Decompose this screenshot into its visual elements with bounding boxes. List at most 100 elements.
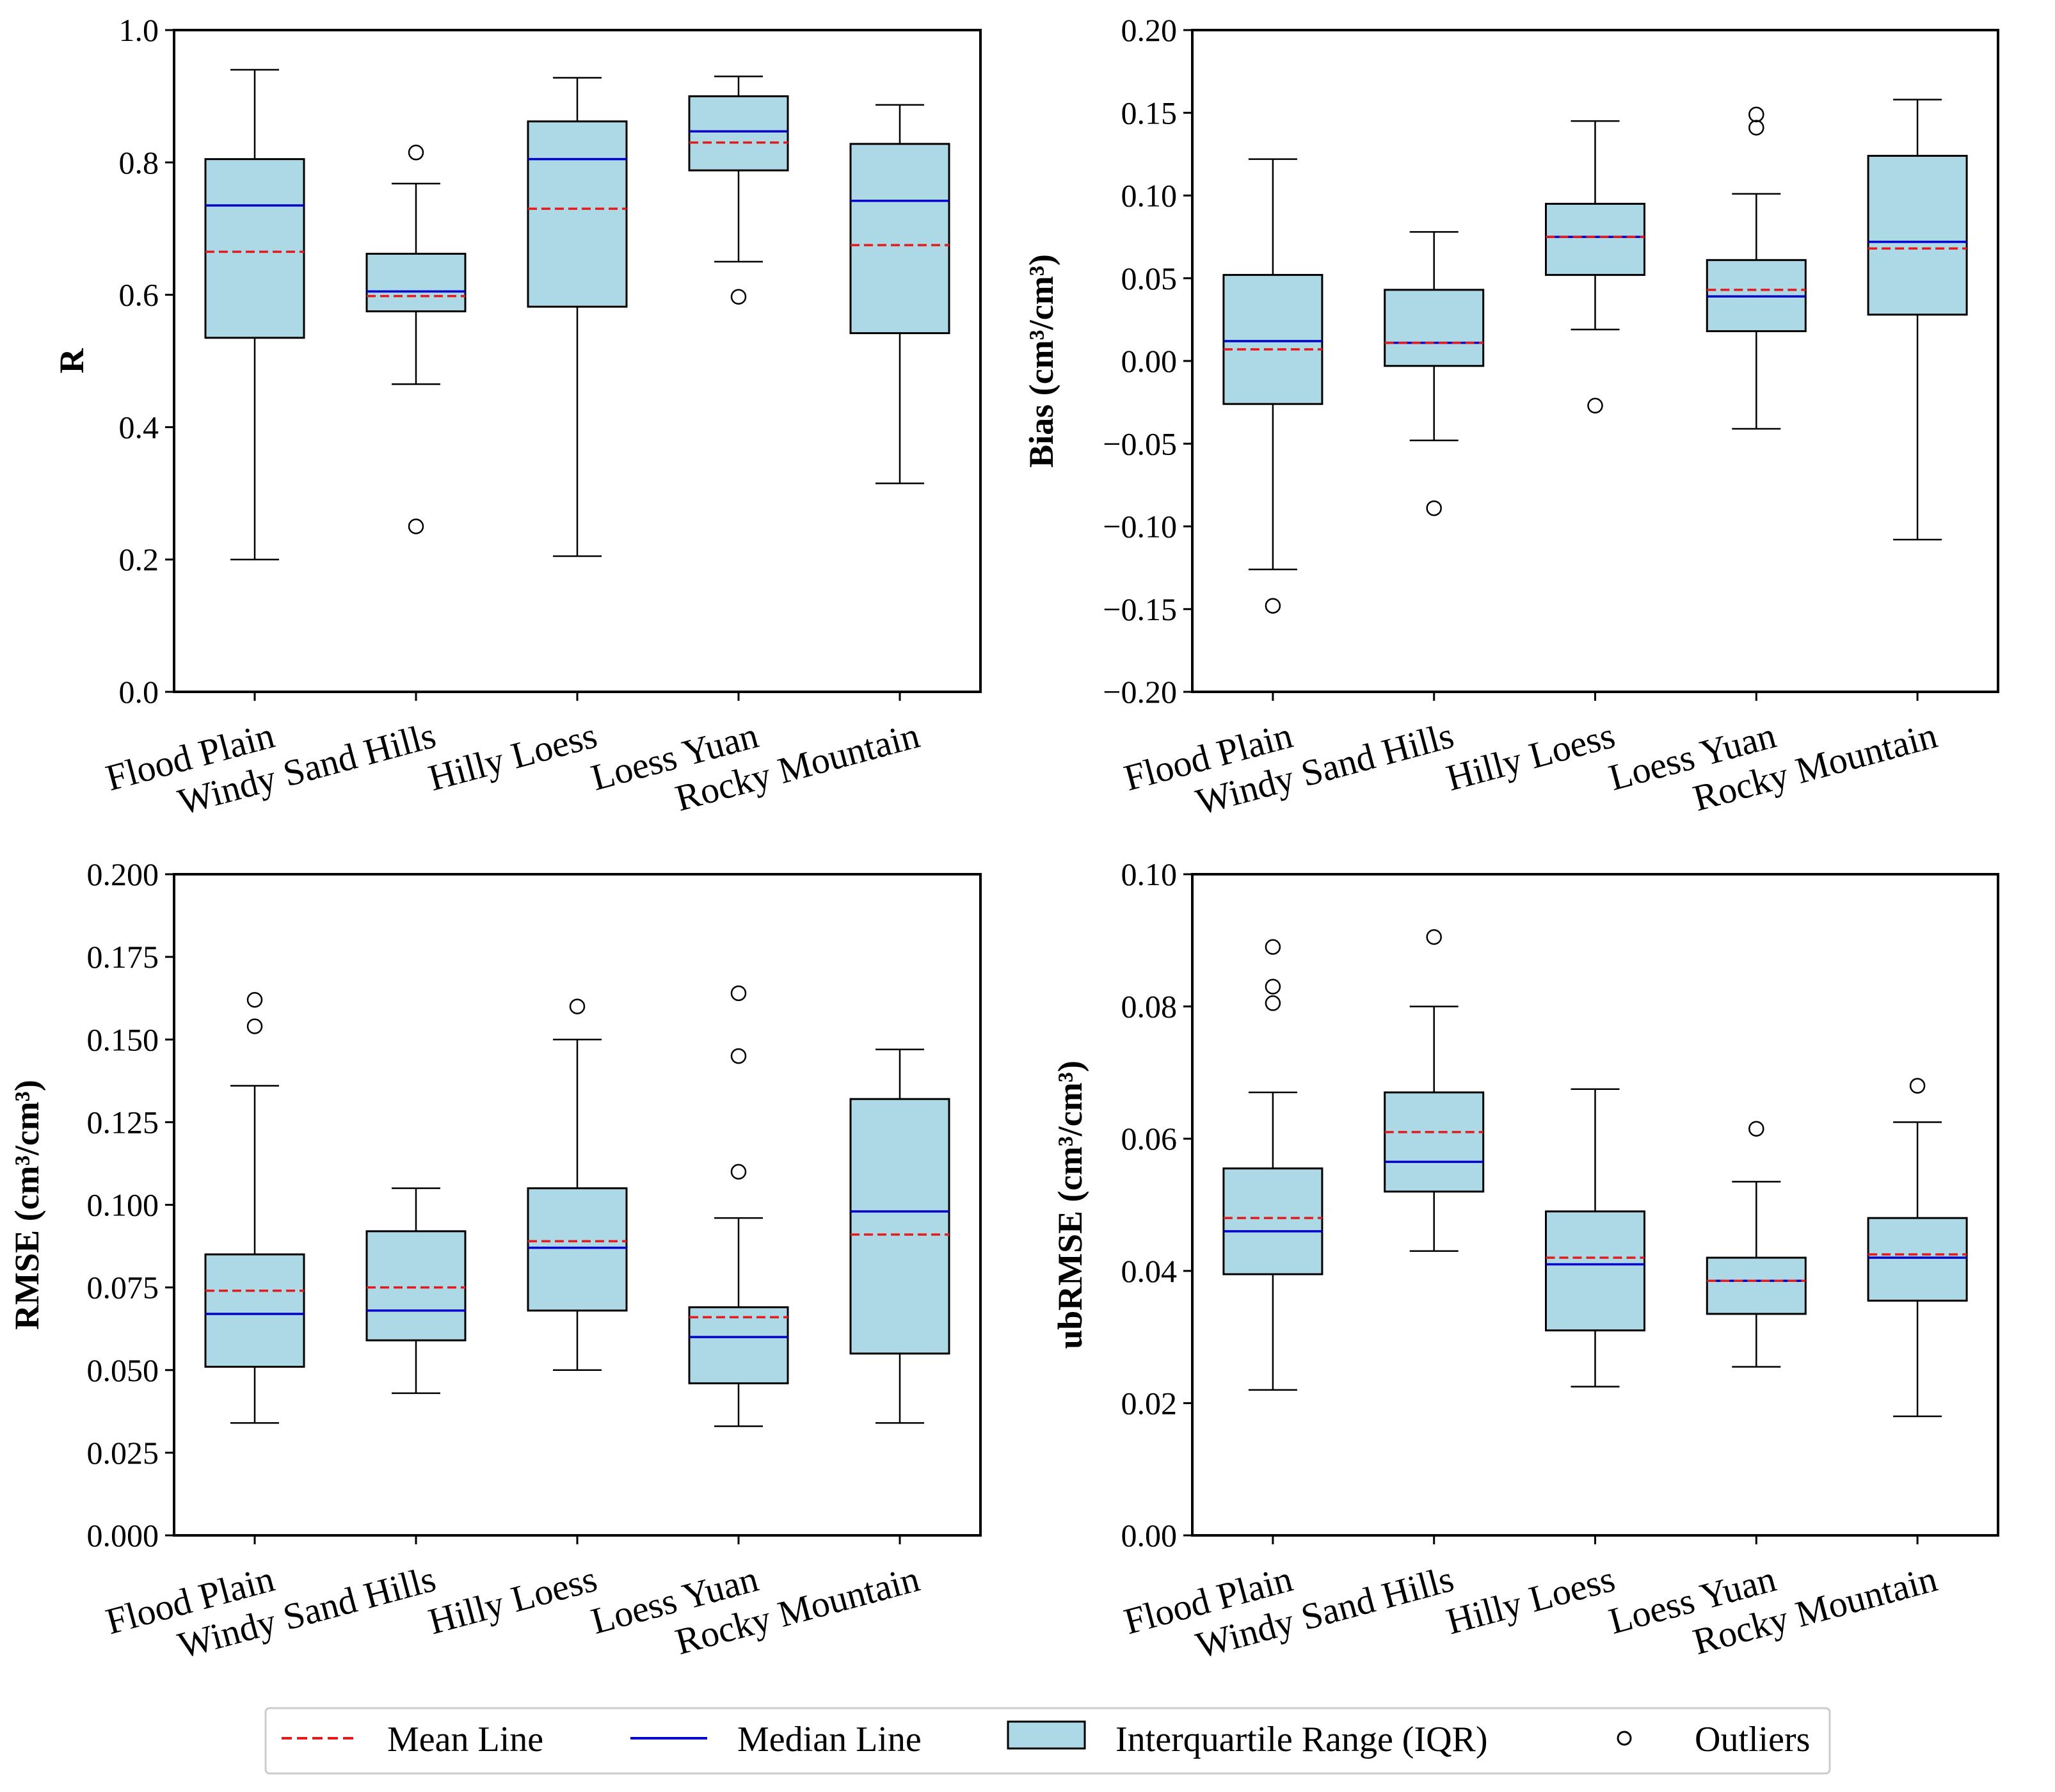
y-tick-label: 0.100	[87, 1187, 159, 1223]
box-group	[527, 998, 628, 1371]
box-group	[1384, 231, 1485, 516]
y-tick-label: 0.10	[1121, 856, 1178, 892]
y-tick-label: 0.06	[1121, 1121, 1178, 1156]
iqr-box	[204, 158, 305, 339]
y-axis-label: Bias (cm³/cm³)	[1022, 254, 1060, 468]
iqr-box	[1706, 1256, 1807, 1315]
outlier-point	[730, 985, 747, 1002]
box-group	[1867, 99, 1968, 541]
box-group	[1706, 1121, 1807, 1368]
y-tick-label: 0.075	[87, 1270, 159, 1306]
y-tick-label: −0.15	[1103, 591, 1177, 627]
y-tick-label: −0.10	[1103, 509, 1177, 545]
legend-outlier-swatch	[1617, 1731, 1632, 1746]
plot-frame	[1191, 29, 1999, 693]
iqr-box	[1867, 1217, 1968, 1302]
y-tick-label: 0.04	[1121, 1253, 1178, 1289]
iqr-box	[1867, 154, 1968, 316]
iqr-box	[688, 95, 789, 172]
iqr-box	[1222, 1167, 1323, 1276]
iqr-box	[527, 1187, 628, 1312]
box-group	[849, 104, 950, 484]
y-tick-label: 0.000	[87, 1517, 159, 1553]
y-tick-label: 0.10	[1121, 178, 1178, 214]
outlier-point	[1426, 929, 1442, 945]
y-tick-label: 1.0	[119, 12, 159, 48]
y-tick-label: −0.05	[1103, 426, 1177, 461]
iqr-box	[1545, 202, 1645, 276]
y-tick-label: 0.150	[87, 1021, 159, 1057]
outlier-point	[1748, 106, 1764, 123]
y-tick-label: 0.00	[1121, 1517, 1178, 1553]
y-tick-label: 0.2	[119, 541, 159, 577]
plot-frame	[173, 873, 982, 1537]
subplot-2: −0.20 −0.15 −0.10 −0.05 0.00 0.05 0.10 0.15 0.20…	[1022, 12, 1999, 823]
outlier-point	[1587, 397, 1603, 414]
box-group	[1545, 1088, 1645, 1388]
outlier-point	[408, 145, 424, 161]
outlier-point	[246, 1018, 263, 1034]
y-tick-label: 0.08	[1121, 989, 1178, 1025]
legend-iqr-label: Interquartile Range (IQR)	[1115, 1720, 1488, 1759]
outlier-point	[730, 1048, 747, 1064]
y-tick-label: 0.6	[119, 277, 159, 313]
iqr-box	[365, 252, 467, 312]
outlier-point	[1748, 1121, 1764, 1137]
legend-outlier-label: Outliers	[1695, 1720, 1810, 1759]
iqr-box	[688, 1306, 789, 1384]
outlier-point	[569, 998, 586, 1014]
box-group	[1867, 1078, 1968, 1418]
outlier-point	[730, 289, 747, 305]
outlier-point	[1426, 500, 1442, 516]
box-group	[1222, 939, 1323, 1391]
x-tick-label: Hilly Loess	[424, 1558, 602, 1642]
legend-median-label: Median Line	[737, 1720, 922, 1759]
y-tick-label: 0.0	[119, 674, 159, 710]
box-group	[365, 145, 467, 534]
iqr-box	[1384, 289, 1485, 367]
box-group	[1706, 106, 1807, 430]
y-axis-label: ubRMSE (cm³/cm³)	[1051, 1060, 1089, 1349]
outlier-point	[246, 992, 263, 1008]
iqr-box	[849, 1098, 950, 1355]
y-tick-label: 0.20	[1121, 12, 1178, 48]
outlier-point	[1265, 979, 1281, 995]
box-group	[204, 992, 305, 1424]
x-tick-label: Hilly Loess	[424, 714, 602, 799]
box-group	[688, 985, 789, 1427]
outlier-point	[1265, 995, 1281, 1011]
iqr-box	[1545, 1210, 1645, 1332]
plot-frame	[173, 29, 982, 693]
y-tick-label: 0.4	[119, 409, 159, 445]
box-group	[1545, 120, 1645, 414]
box-group	[204, 68, 305, 561]
legend-iqr-swatch	[1007, 1720, 1086, 1750]
legend: Mean Line Median Line Interquartile Range …	[264, 1707, 1831, 1775]
y-axis-label: RMSE (cm³/cm³)	[8, 1080, 46, 1330]
outlier-point	[408, 518, 424, 534]
box-group	[527, 77, 628, 557]
y-axis-label: R	[52, 348, 91, 374]
iqr-box	[849, 143, 950, 335]
iqr-box	[365, 1230, 467, 1341]
iqr-box	[204, 1253, 305, 1368]
y-tick-label: 0.025	[87, 1435, 159, 1471]
x-tick-label: Hilly Loess	[1442, 1558, 1619, 1642]
outlier-point	[1265, 598, 1281, 614]
outlier-point	[1265, 939, 1281, 955]
box-group	[1222, 158, 1323, 614]
y-tick-label: −0.20	[1103, 674, 1177, 710]
outlier-point	[730, 1164, 747, 1180]
iqr-box	[1384, 1091, 1485, 1193]
y-tick-label: 0.175	[87, 939, 159, 975]
box-group	[688, 76, 789, 305]
y-tick-label: 0.15	[1121, 95, 1178, 131]
box-group	[365, 1187, 467, 1395]
outlier-point	[1748, 120, 1764, 136]
box-group	[1384, 929, 1485, 1252]
plot-frame	[1191, 873, 1999, 1537]
y-tick-label: 0.05	[1121, 260, 1178, 296]
